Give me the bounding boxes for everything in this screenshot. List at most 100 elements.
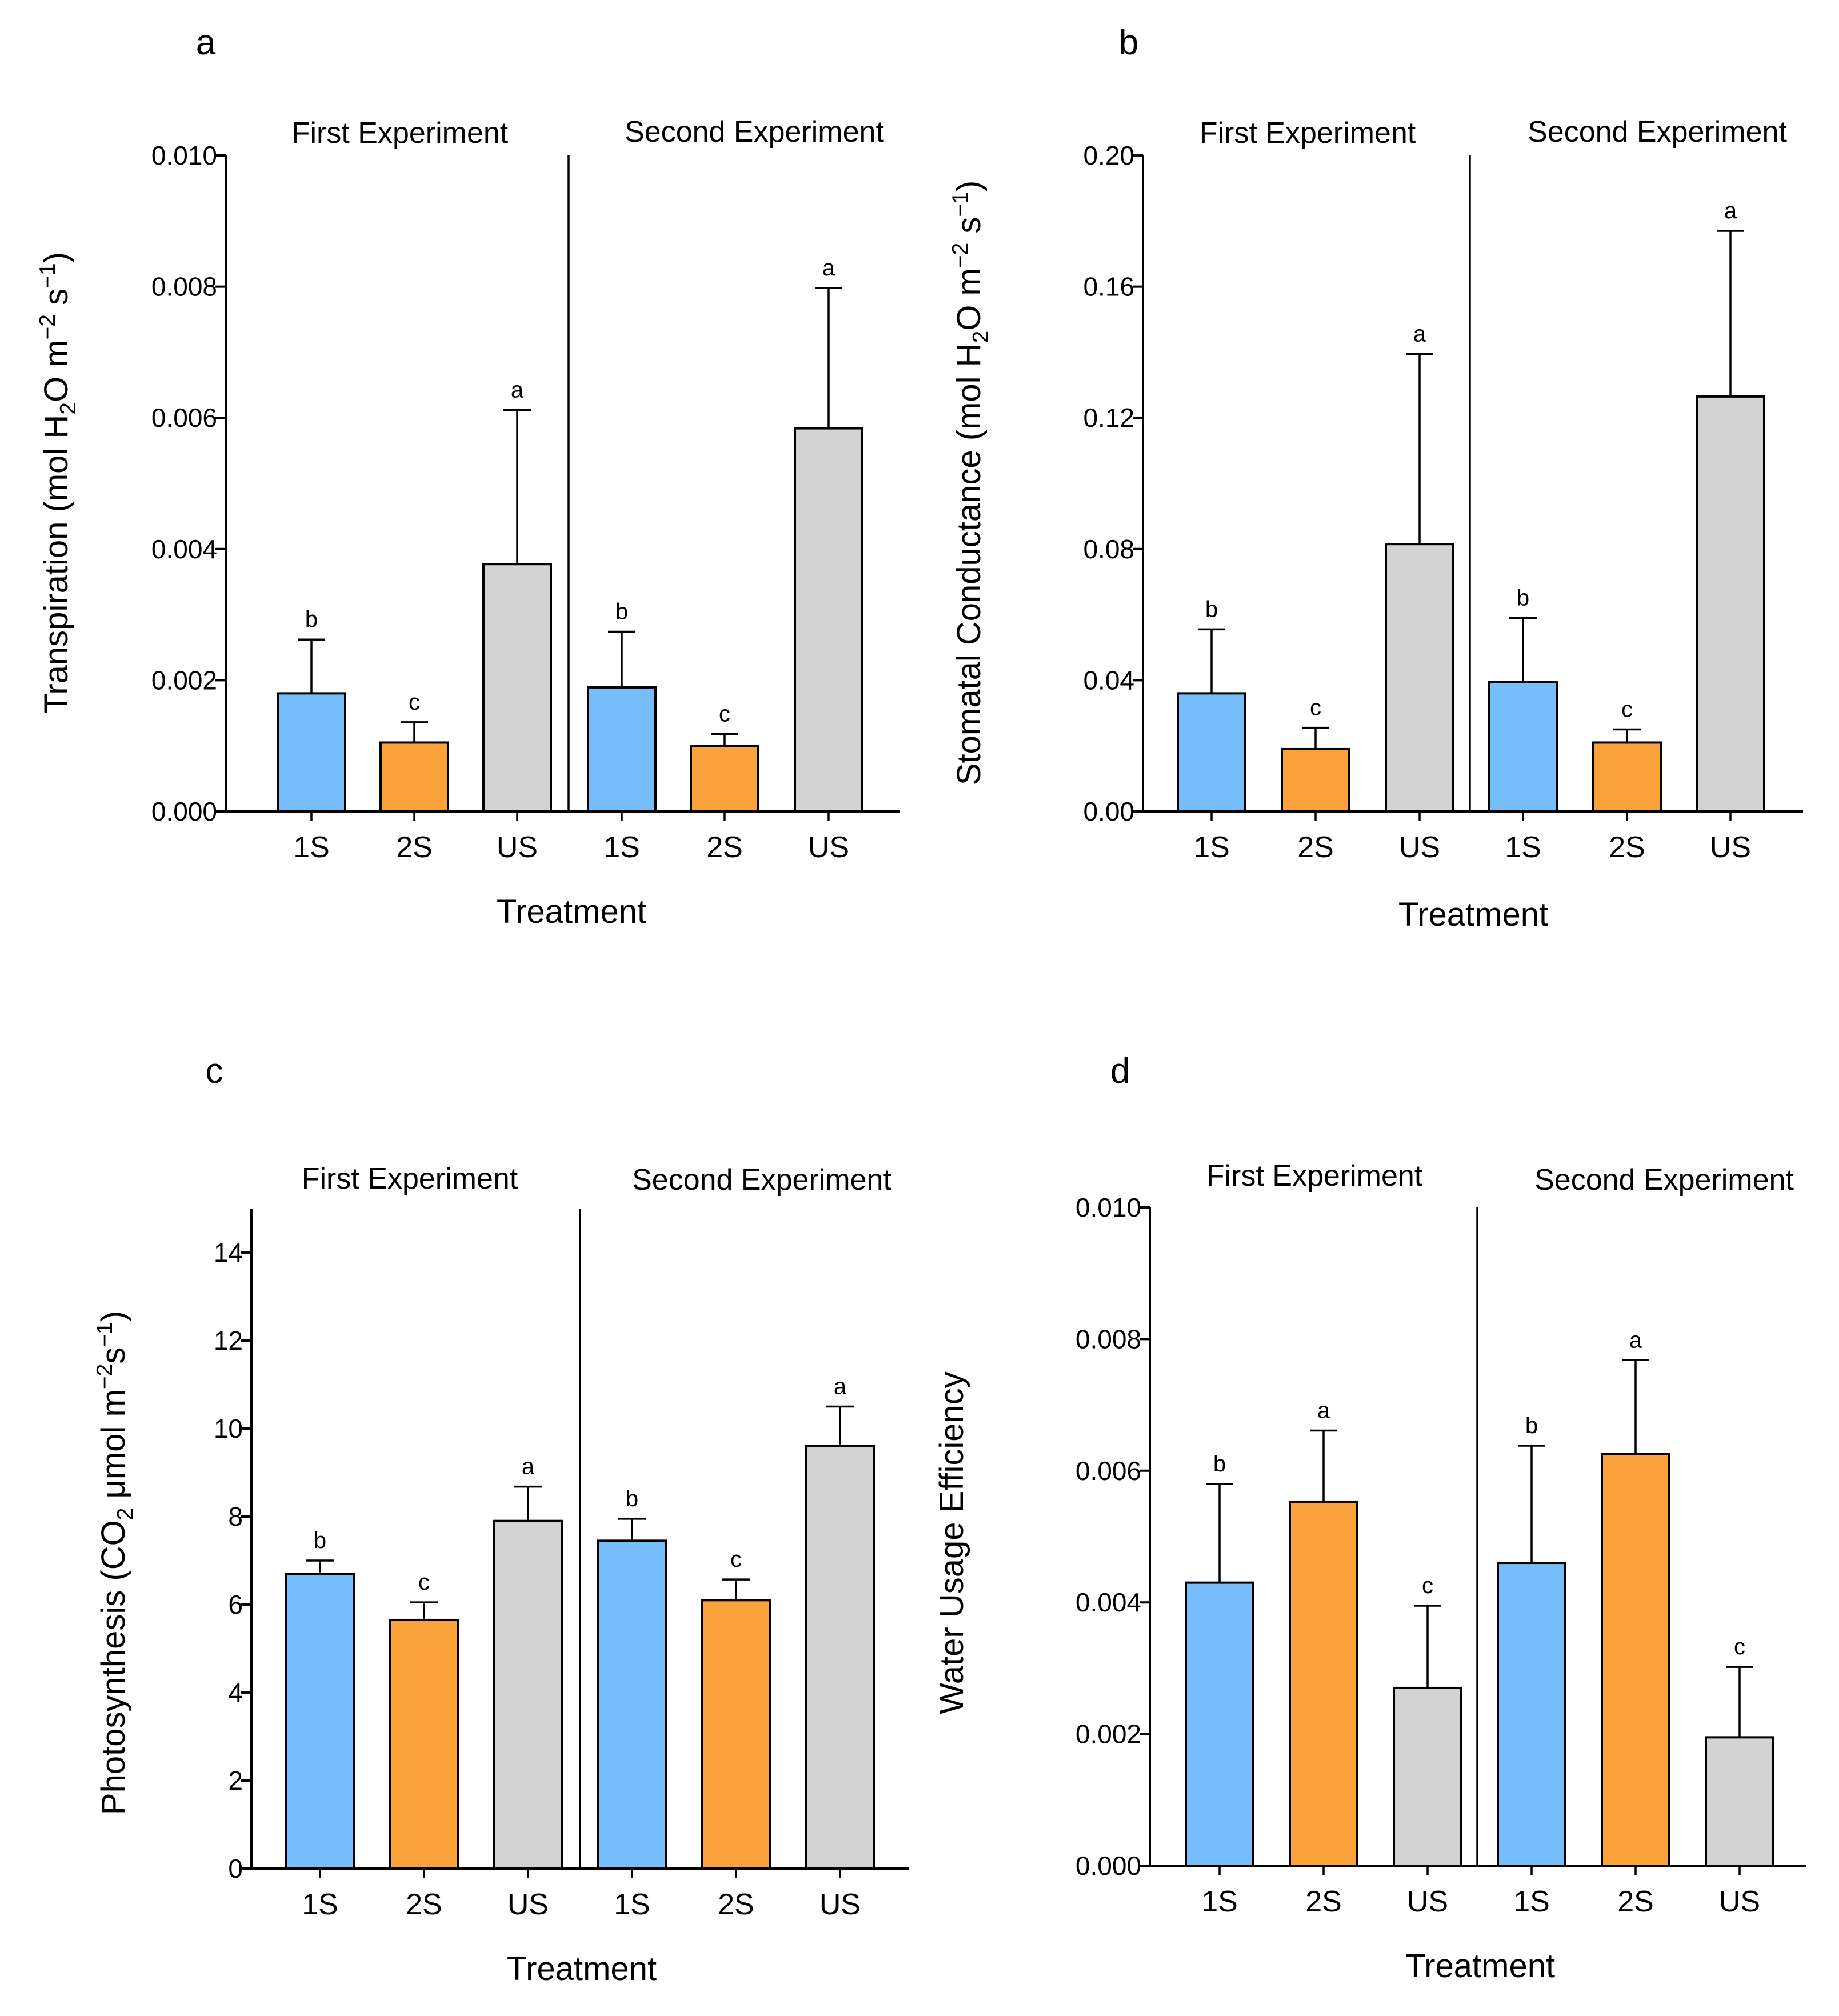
significance-label: b: [615, 599, 628, 624]
significance-label: a: [1413, 321, 1426, 346]
bar-2s: [1289, 1500, 1358, 1867]
category-label: 1S: [1513, 1885, 1550, 1918]
y-tick-label: 0.006: [151, 403, 217, 433]
bar-1s: [277, 692, 346, 813]
y-tick-label: 0.010: [151, 141, 217, 170]
category-label: US: [1710, 831, 1751, 864]
y-tick-label: 0: [228, 1854, 243, 1883]
panel-label: b: [1119, 23, 1138, 62]
bar-us: [493, 1519, 563, 1870]
y-tick-label: 0.000: [1076, 1851, 1141, 1881]
y-tick-label: 0.008: [1076, 1324, 1141, 1354]
category-label: 2S: [1305, 1885, 1342, 1918]
y-tick-label: 0.004: [1076, 1587, 1141, 1617]
significance-label: c: [1422, 1573, 1433, 1598]
category-label: 1S: [1201, 1885, 1238, 1918]
y-tick-label: 0.004: [151, 534, 217, 564]
y-tick-label: 0.08: [1083, 534, 1134, 564]
bar-us: [794, 427, 863, 813]
y-axis-title-part: Transpiration (mol H: [38, 415, 75, 714]
y-axis-title-part: s: [95, 1347, 132, 1364]
panel-label: c: [206, 1051, 223, 1091]
experiment-label: Second Experiment: [1534, 1163, 1794, 1197]
experiment-label: First Experiment: [1200, 117, 1416, 150]
bar-1s: [1185, 1581, 1254, 1867]
bar-us: [1696, 395, 1765, 813]
y-axis-title: Photosynthesis (CO2 μmol m−2s−1): [93, 1311, 138, 1815]
y-tick-label: 14: [214, 1238, 243, 1267]
bar-2s: [690, 745, 759, 813]
y-tick-label: 0.04: [1083, 665, 1134, 695]
significance-label: c: [409, 690, 420, 715]
significance-label: c: [1734, 1634, 1745, 1659]
category-label: 1S: [302, 1888, 338, 1921]
bar-us: [482, 563, 552, 813]
bar-1s: [285, 1573, 355, 1870]
experiment-label: First Experiment: [302, 1162, 518, 1195]
x-axis-title: Treatment: [1405, 1947, 1555, 1985]
category-label: 2S: [1297, 831, 1334, 864]
bar-2s: [389, 1618, 459, 1870]
category-label: 1S: [603, 831, 640, 864]
category-label: 1S: [614, 1888, 650, 1921]
category-label: US: [1399, 831, 1440, 864]
y-tick-label: 4: [228, 1678, 243, 1707]
y-tick-label: 0.16: [1083, 272, 1134, 302]
panel-d: d First Experiment Second Experiment b 1S a 2S…: [933, 1051, 1806, 1985]
bar-1s: [587, 686, 657, 813]
y-axis-title-part: ): [950, 181, 988, 191]
significance-label: b: [1525, 1413, 1538, 1438]
significance-label: a: [834, 1374, 847, 1399]
category-label: US: [1719, 1885, 1760, 1918]
category-label: 2S: [1617, 1885, 1654, 1918]
category-label: US: [497, 831, 538, 864]
significance-label: a: [822, 255, 835, 281]
y-tick-label: 0.12: [1083, 403, 1134, 433]
significance-label: b: [1205, 597, 1218, 622]
y-tick-label: 0.20: [1083, 141, 1134, 170]
bar-2s: [379, 741, 449, 813]
significance-label: c: [1621, 697, 1633, 722]
y-axis-title-part: 2: [969, 331, 993, 343]
bar-1s: [1497, 1562, 1566, 1867]
panel-b: b First Experiment Second Experiment b 1S c 2S…: [948, 23, 1803, 933]
panel-label: d: [1110, 1051, 1130, 1091]
panel-a: a First Experiment Second Experiment b 1S c 2S…: [35, 23, 900, 930]
y-tick-label: 12: [214, 1326, 243, 1355]
y-axis-title-part: μmol m: [95, 1389, 132, 1507]
experiment-label: First Experiment: [292, 117, 509, 150]
y-axis-title-part: −1: [93, 1322, 117, 1347]
bar-2s: [701, 1599, 771, 1870]
category-label: 1S: [293, 831, 330, 864]
bar-1s: [1177, 692, 1246, 813]
category-label: 1S: [1505, 831, 1541, 864]
significance-label: b: [305, 607, 318, 632]
y-axis-title-part: ): [38, 252, 75, 263]
significance-label: c: [730, 1547, 742, 1572]
y-tick-label: 8: [228, 1502, 243, 1531]
y-axis-title-part: Photosynthesis (CO: [95, 1520, 132, 1815]
experiment-label: Second Experiment: [625, 115, 884, 149]
y-axis-title-part: −1: [948, 191, 973, 217]
y-tick-label: 0.002: [1076, 1719, 1141, 1749]
category-label: US: [507, 1888, 549, 1921]
bar-us: [1385, 543, 1454, 813]
y-axis-title-part: −2: [93, 1364, 117, 1389]
bar-1s: [1488, 681, 1558, 813]
bar-us: [1393, 1686, 1462, 1867]
y-axis-title-part: Stomatal Conductance (mol H: [950, 343, 988, 785]
y-axis-title-part: ): [95, 1311, 132, 1322]
y-axis-title-part: O m: [38, 339, 75, 402]
y-axis-title: Transpiration (mol H2O m−2 s−1): [35, 252, 81, 714]
y-axis-title-part: −2: [35, 314, 60, 339]
y-axis-title-part: −1: [35, 263, 60, 288]
bar-2s: [1281, 747, 1350, 813]
category-label: 2S: [1609, 831, 1645, 864]
category-label: US: [819, 1888, 861, 1921]
experiment-label: Second Experiment: [632, 1163, 891, 1197]
y-tick-label: 0.010: [1076, 1193, 1141, 1222]
x-axis-title: Treatment: [497, 893, 646, 930]
y-tick-label: 10: [214, 1414, 243, 1443]
category-label: 2S: [406, 1888, 442, 1921]
